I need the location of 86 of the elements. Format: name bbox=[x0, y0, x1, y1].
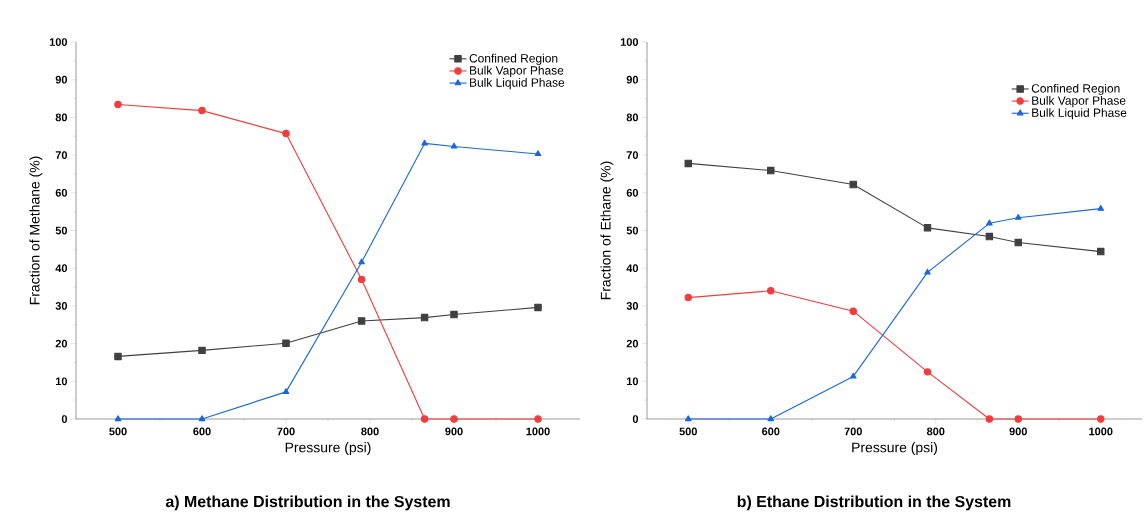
point bbox=[114, 352, 122, 361]
x-tick-label: 800 bbox=[361, 427, 379, 436]
point bbox=[1014, 213, 1022, 220]
point bbox=[923, 368, 932, 376]
y-tick-label: 50 bbox=[626, 226, 639, 235]
y-tick-label: 100 bbox=[620, 38, 639, 46]
y-tick-label: 40 bbox=[55, 264, 68, 273]
point bbox=[1097, 415, 1105, 423]
point bbox=[282, 339, 290, 347]
legend-label: Bulk Vapor Phase bbox=[1032, 96, 1126, 108]
y-axis-title: Fraction of Methane (%) bbox=[29, 156, 43, 305]
point bbox=[420, 415, 429, 423]
y-tick-label: 100 bbox=[49, 38, 68, 46]
y-tick-label: 70 bbox=[55, 151, 68, 159]
point bbox=[684, 293, 692, 302]
point bbox=[198, 346, 206, 355]
y-tick-label: 40 bbox=[626, 264, 639, 273]
text: a) Methane Distribution in the System bbox=[165, 495, 450, 511]
y-tick-label: 80 bbox=[626, 113, 639, 122]
y-tick-label: 90 bbox=[626, 75, 639, 84]
x-tick-label: 1000 bbox=[526, 427, 550, 436]
x-axis-title: Pressure (psi) bbox=[852, 442, 938, 456]
point bbox=[534, 415, 542, 423]
y-tick-label: 60 bbox=[626, 188, 639, 197]
y-tick-label: 0 bbox=[632, 415, 639, 423]
point bbox=[282, 388, 290, 394]
y-tick-label: 80 bbox=[55, 113, 68, 122]
point bbox=[684, 415, 692, 422]
point bbox=[450, 415, 458, 423]
x-tick-label: 600 bbox=[762, 427, 780, 436]
point bbox=[421, 139, 428, 146]
point bbox=[767, 166, 775, 175]
y-tick-label: 20 bbox=[55, 339, 68, 348]
legend-label: Confined Region bbox=[1031, 83, 1120, 96]
y-tick-label: 90 bbox=[55, 75, 68, 84]
point bbox=[357, 317, 366, 325]
y-tick-label: 10 bbox=[55, 377, 68, 386]
y-tick-label: 30 bbox=[626, 302, 639, 310]
point bbox=[1097, 247, 1105, 256]
point bbox=[114, 100, 122, 109]
text: b) Ethane Distribution in the System bbox=[737, 495, 1011, 511]
point bbox=[534, 303, 542, 312]
point bbox=[282, 129, 290, 138]
point bbox=[923, 224, 932, 232]
y-tick-label: 0 bbox=[61, 415, 68, 423]
point bbox=[358, 258, 365, 265]
point bbox=[1097, 204, 1105, 211]
point bbox=[849, 372, 857, 379]
y-tick-label: 50 bbox=[55, 226, 68, 235]
point bbox=[198, 106, 206, 115]
x-tick-label: 800 bbox=[926, 427, 945, 436]
point bbox=[357, 275, 366, 284]
point bbox=[986, 219, 993, 226]
y-tick-label: 10 bbox=[626, 377, 639, 386]
x-tick-label: 600 bbox=[193, 427, 211, 436]
point bbox=[924, 268, 931, 275]
point bbox=[450, 142, 458, 149]
point bbox=[450, 310, 458, 319]
point bbox=[534, 150, 542, 157]
point bbox=[767, 415, 775, 422]
point bbox=[114, 415, 122, 422]
y-tick-label: 30 bbox=[55, 302, 68, 310]
y-tick-label: 20 bbox=[626, 339, 639, 348]
point bbox=[767, 287, 775, 295]
x-tick-label: 700 bbox=[277, 427, 295, 436]
x-tick-label: 700 bbox=[844, 427, 862, 436]
legend-label: Bulk Liquid Phase bbox=[1032, 108, 1127, 120]
point bbox=[1014, 238, 1022, 247]
point bbox=[985, 415, 994, 423]
point bbox=[684, 159, 692, 168]
point bbox=[849, 307, 857, 315]
x-tick-label: 1000 bbox=[1089, 427, 1113, 436]
point bbox=[198, 415, 206, 422]
x-tick-label: 500 bbox=[109, 427, 127, 436]
y-tick-label: 70 bbox=[626, 151, 639, 159]
x-tick-label: 900 bbox=[1009, 427, 1027, 436]
legend-label: Bulk Vapor Phase bbox=[470, 65, 564, 78]
point bbox=[849, 180, 857, 189]
point bbox=[1014, 415, 1022, 423]
legend-label: Confined Region bbox=[469, 53, 558, 65]
legend-label: Bulk Liquid Phase bbox=[470, 78, 565, 90]
x-tick-label: 500 bbox=[679, 427, 697, 436]
x-tick-label: 900 bbox=[445, 427, 463, 436]
y-tick-label: 60 bbox=[55, 188, 68, 197]
y-axis-title: Fraction of Ethane (%) bbox=[600, 161, 614, 300]
x-axis-title: Pressure (psi) bbox=[285, 442, 371, 456]
